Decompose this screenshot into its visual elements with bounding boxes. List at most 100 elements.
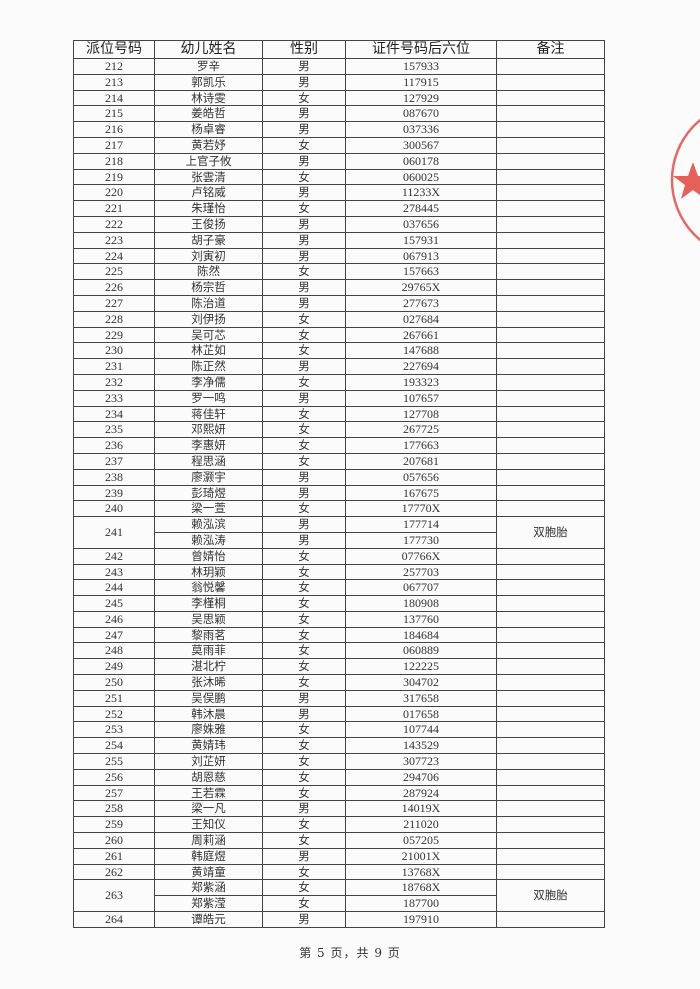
table-row: 219 张雲清女 060025 — [73, 168, 605, 186]
cell-id: 287924 — [345, 784, 497, 802]
table-body: 212 罗辛男 157933 213 郭凯乐男 117915 214 林诗雯女 127929 21… — [73, 58, 605, 928]
cell-name: 周莉涵 — [154, 832, 263, 849]
cell-id: 13768X — [345, 863, 497, 881]
cell-name: 张雲清 — [154, 168, 263, 186]
cell-gender: 女 — [262, 342, 346, 360]
cell-id: 177663 — [345, 437, 497, 454]
cell-number: 231 — [73, 358, 155, 375]
cell-id: 107657 — [345, 389, 497, 407]
cell-id: 257703 — [345, 563, 497, 581]
cell-number: 262 — [73, 863, 155, 881]
cell-name: 梁一萱 — [154, 500, 263, 518]
cell-id: 180908 — [345, 595, 497, 612]
cell-name: 吴思颖 — [154, 610, 263, 628]
cell-number: 217 — [73, 136, 155, 154]
table-row: 251 吴俣鹏男 317658 — [73, 689, 605, 707]
cell-gender: 女 — [262, 563, 346, 581]
header-name: 幼儿姓名 — [154, 40, 263, 59]
cell-number: 232 — [73, 373, 155, 391]
cell-note — [496, 452, 605, 470]
cell-note — [496, 215, 605, 233]
table-row: 245 李槿桐女 180908 — [73, 595, 605, 612]
cell-gender: 男 — [262, 105, 346, 123]
cell-gender: 女 — [262, 895, 346, 913]
table-row: 231 陈正然男 227694 — [73, 358, 605, 375]
table-row: 223 胡子豪男 157931 — [73, 231, 605, 249]
cell-note — [496, 358, 605, 375]
cell-number: 214 — [73, 89, 155, 107]
cell-id: 137760 — [345, 610, 497, 628]
cell-name: 赖泓滨 — [154, 516, 263, 533]
cell-note: 双胞胎 — [496, 516, 605, 549]
cell-note — [496, 816, 605, 834]
cell-note — [496, 563, 605, 581]
table-row: 212 罗辛男 157933 — [73, 58, 605, 75]
cell-note — [496, 911, 605, 928]
cell-note — [496, 200, 605, 217]
cell-id: 300567 — [345, 136, 497, 154]
cell-name: 梁一凡 — [154, 800, 263, 818]
table-row: 214 林诗雯女 127929 — [73, 89, 605, 107]
cell-note — [496, 626, 605, 644]
cell-id: 184684 — [345, 626, 497, 644]
cell-id: 227694 — [345, 358, 497, 375]
cell-id: 18768X — [345, 879, 497, 897]
cell-note — [496, 231, 605, 249]
cell-name: 莫雨菲 — [154, 642, 263, 660]
cell-number: 263 — [73, 879, 155, 913]
cell-gender: 女 — [262, 452, 346, 470]
cell-gender: 男 — [262, 184, 346, 202]
cell-number: 236 — [73, 437, 155, 454]
cell-name: 廖姝雅 — [154, 721, 263, 739]
cell-name: 程思涵 — [154, 452, 263, 470]
cell-name: 谭皓元 — [154, 911, 263, 928]
table-row: 221 朱瑾怡女 278445 — [73, 200, 605, 217]
table-row: 244 翁悦馨女 067707 — [73, 579, 605, 597]
cell-number: 255 — [73, 753, 155, 770]
cell-note — [496, 263, 605, 281]
cell-gender: 女 — [262, 326, 346, 344]
cell-gender: 男 — [262, 531, 346, 549]
cell-gender: 男 — [262, 705, 346, 723]
table-row: 241 赖泓滨男 177714 双胞胎 — [73, 516, 605, 549]
cell-name: 王知仪 — [154, 816, 263, 834]
cell-number: 259 — [73, 816, 155, 834]
cell-number: 247 — [73, 626, 155, 644]
cell-gender: 女 — [262, 89, 346, 107]
cell-note — [496, 373, 605, 391]
cell-name: 赖泓涛 — [154, 531, 263, 549]
cell-gender: 女 — [262, 547, 346, 565]
table-row: 229 吴可芯女 267661 — [73, 326, 605, 344]
cell-note — [496, 500, 605, 518]
cell-note — [496, 658, 605, 676]
cell-id: 157931 — [345, 231, 497, 249]
cell-number: 224 — [73, 247, 155, 265]
cell-number: 256 — [73, 768, 155, 786]
cell-number: 220 — [73, 184, 155, 202]
cell-number: 234 — [73, 405, 155, 423]
table-row: 252 韩沐晨男 017658 — [73, 705, 605, 723]
cell-name: 王俊扬 — [154, 215, 263, 233]
cell-id: 197910 — [345, 911, 497, 928]
cell-note — [496, 674, 605, 691]
cell-gender: 女 — [262, 310, 346, 328]
cell-gender: 男 — [262, 294, 346, 312]
cell-note — [496, 768, 605, 786]
cell-id: 027684 — [345, 310, 497, 328]
cell-number: 226 — [73, 279, 155, 296]
table-row: 253 廖姝雅女 107744 — [73, 721, 605, 739]
cell-gender: 女 — [262, 500, 346, 518]
cell-id: 107744 — [345, 721, 497, 739]
table-header-row: 派位号码 幼儿姓名 性别 证件号码后六位 备注 — [73, 40, 605, 59]
allocation-table: 派位号码 幼儿姓名 性别 证件号码后六位 备注 212 罗辛男 157933 213 郭… — [73, 40, 605, 928]
red-seal-stamp — [670, 118, 700, 242]
cell-name: 湛北柠 — [154, 658, 263, 676]
cell-id: 207681 — [345, 452, 497, 470]
table-row: 216 杨卓睿男 037336 — [73, 121, 605, 138]
cell-id: 037336 — [345, 121, 497, 138]
table-row: 224 刘寅初男 067913 — [73, 247, 605, 265]
cell-gender: 女 — [262, 753, 346, 770]
cell-note — [496, 405, 605, 423]
cell-note — [496, 73, 605, 91]
header-gender: 性别 — [262, 40, 346, 59]
